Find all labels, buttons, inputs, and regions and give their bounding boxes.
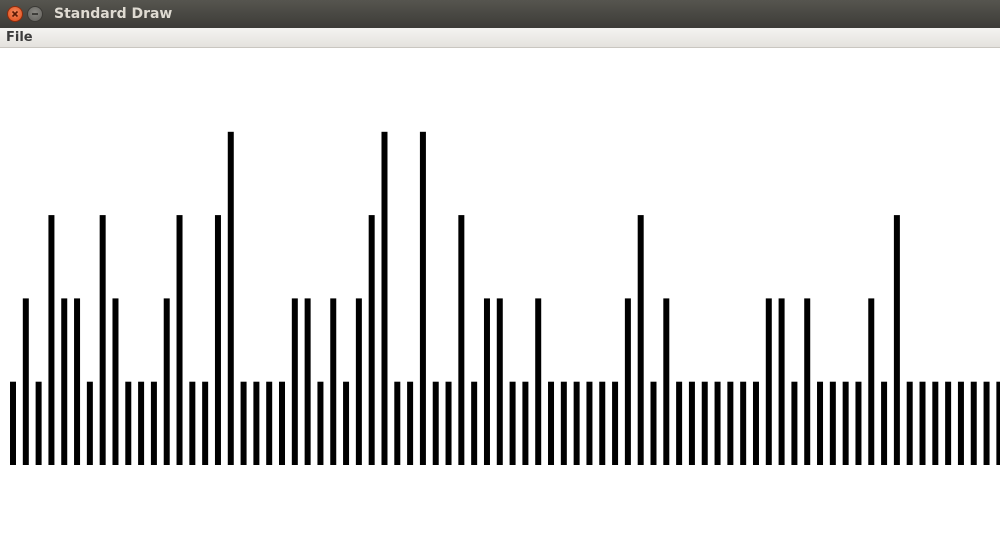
- bar: [881, 381, 888, 465]
- bar: [381, 131, 388, 466]
- bar: [163, 298, 170, 465]
- bar: [483, 298, 490, 465]
- bar: [752, 381, 759, 465]
- bar: [701, 381, 708, 465]
- bar: [368, 215, 375, 465]
- bar: [688, 381, 695, 465]
- bar: [432, 381, 439, 465]
- bar: [804, 298, 811, 465]
- bar: [586, 381, 593, 465]
- bar: [855, 381, 862, 465]
- bar: [509, 381, 516, 465]
- bar: [202, 381, 209, 465]
- bar: [791, 381, 798, 465]
- bar: [893, 215, 900, 465]
- bar: [394, 381, 401, 465]
- bar: [240, 381, 247, 465]
- bar: [727, 381, 734, 465]
- bar: [291, 298, 298, 465]
- bar: [419, 131, 426, 466]
- bar: [22, 298, 29, 465]
- bar: [612, 381, 619, 465]
- bar: [957, 381, 964, 465]
- bar: [522, 381, 529, 465]
- bar: [355, 298, 362, 465]
- bar: [535, 298, 542, 465]
- bar: [637, 215, 644, 465]
- bar: [330, 298, 337, 465]
- bar: [48, 215, 55, 465]
- bar: [996, 381, 1000, 465]
- title-bar[interactable]: Standard Draw: [0, 0, 1000, 28]
- bar: [407, 381, 414, 465]
- bar: [125, 381, 132, 465]
- bar: [919, 381, 926, 465]
- bar: [740, 381, 747, 465]
- bar: [176, 215, 183, 465]
- bar: [829, 381, 836, 465]
- menu-bar: File: [0, 28, 1000, 48]
- bar: [471, 381, 478, 465]
- bar: [458, 215, 465, 465]
- bar: [150, 381, 157, 465]
- minimize-icon[interactable]: [27, 6, 43, 22]
- bar: [61, 298, 68, 465]
- bar-drawing: [10, 131, 1000, 466]
- bar: [945, 381, 952, 465]
- bar: [765, 298, 772, 465]
- bar: [214, 215, 221, 465]
- bar: [624, 298, 631, 465]
- bar: [10, 381, 16, 465]
- bar: [650, 381, 657, 465]
- bar: [983, 381, 990, 465]
- menu-item-file[interactable]: File: [6, 30, 33, 45]
- bar: [343, 381, 350, 465]
- bar: [227, 131, 234, 466]
- bar: [74, 298, 81, 465]
- drawing-canvas: [0, 48, 1000, 549]
- bar: [253, 381, 260, 465]
- bar: [304, 298, 311, 465]
- bar: [548, 381, 555, 465]
- bar: [138, 381, 145, 465]
- bar: [99, 215, 106, 465]
- bar: [778, 298, 785, 465]
- bar: [445, 381, 452, 465]
- bar: [496, 298, 503, 465]
- bar: [560, 381, 567, 465]
- window-title: Standard Draw: [54, 6, 173, 22]
- bar: [714, 381, 721, 465]
- bar: [317, 381, 324, 465]
- bar: [868, 298, 875, 465]
- bar: [970, 381, 977, 465]
- bar: [842, 381, 849, 465]
- bar: [599, 381, 606, 465]
- bar: [189, 381, 196, 465]
- bar: [86, 381, 93, 465]
- bar: [266, 381, 273, 465]
- bar: [906, 381, 913, 465]
- bar: [279, 381, 286, 465]
- bar: [932, 381, 939, 465]
- bar: [676, 381, 683, 465]
- bar: [573, 381, 580, 465]
- close-icon[interactable]: [7, 6, 23, 22]
- bar: [663, 298, 670, 465]
- bar: [817, 381, 824, 465]
- bar: [35, 381, 42, 465]
- bar: [112, 298, 119, 465]
